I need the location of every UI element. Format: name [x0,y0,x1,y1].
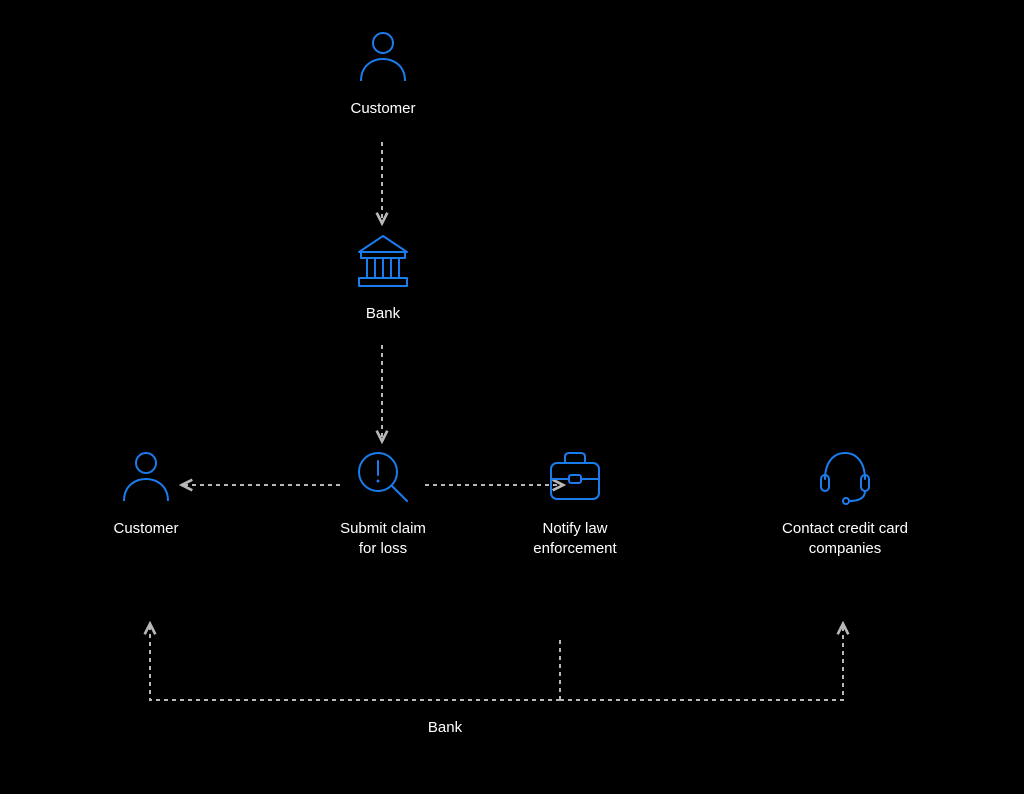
arrow-layer [0,0,1024,794]
node-contact-cc: Contact credit card companies [755,445,935,560]
node-label: Notify law enforcement [495,519,655,560]
arrow [560,625,843,700]
node-customer-left: Customer [86,445,206,539]
briefcase-icon [495,445,655,509]
person-icon [86,445,206,509]
node-bank-bottom-label: Bank [400,718,490,738]
bank-icon [323,230,443,294]
node-claim: Submit claim for loss [323,445,443,560]
node-label: Customer [323,99,443,119]
node-label: Submit claim for loss [323,519,443,560]
magnifier-icon [323,445,443,509]
node-customer-top: Customer [323,25,443,119]
node-bank: Bank [323,230,443,324]
node-label: Bank [400,718,490,738]
person-icon [323,25,443,89]
node-notify-law: Notify law enforcement [495,445,655,560]
headset-icon [755,445,935,509]
node-label: Customer [86,519,206,539]
node-label: Bank [323,304,443,324]
diagram-stage: Customer Bank Su [0,0,1024,794]
node-label: Contact credit card companies [755,519,935,560]
arrow [150,625,560,700]
